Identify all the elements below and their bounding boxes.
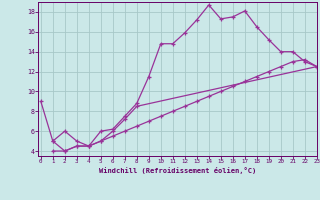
X-axis label: Windchill (Refroidissement éolien,°C): Windchill (Refroidissement éolien,°C) xyxy=(99,167,256,174)
